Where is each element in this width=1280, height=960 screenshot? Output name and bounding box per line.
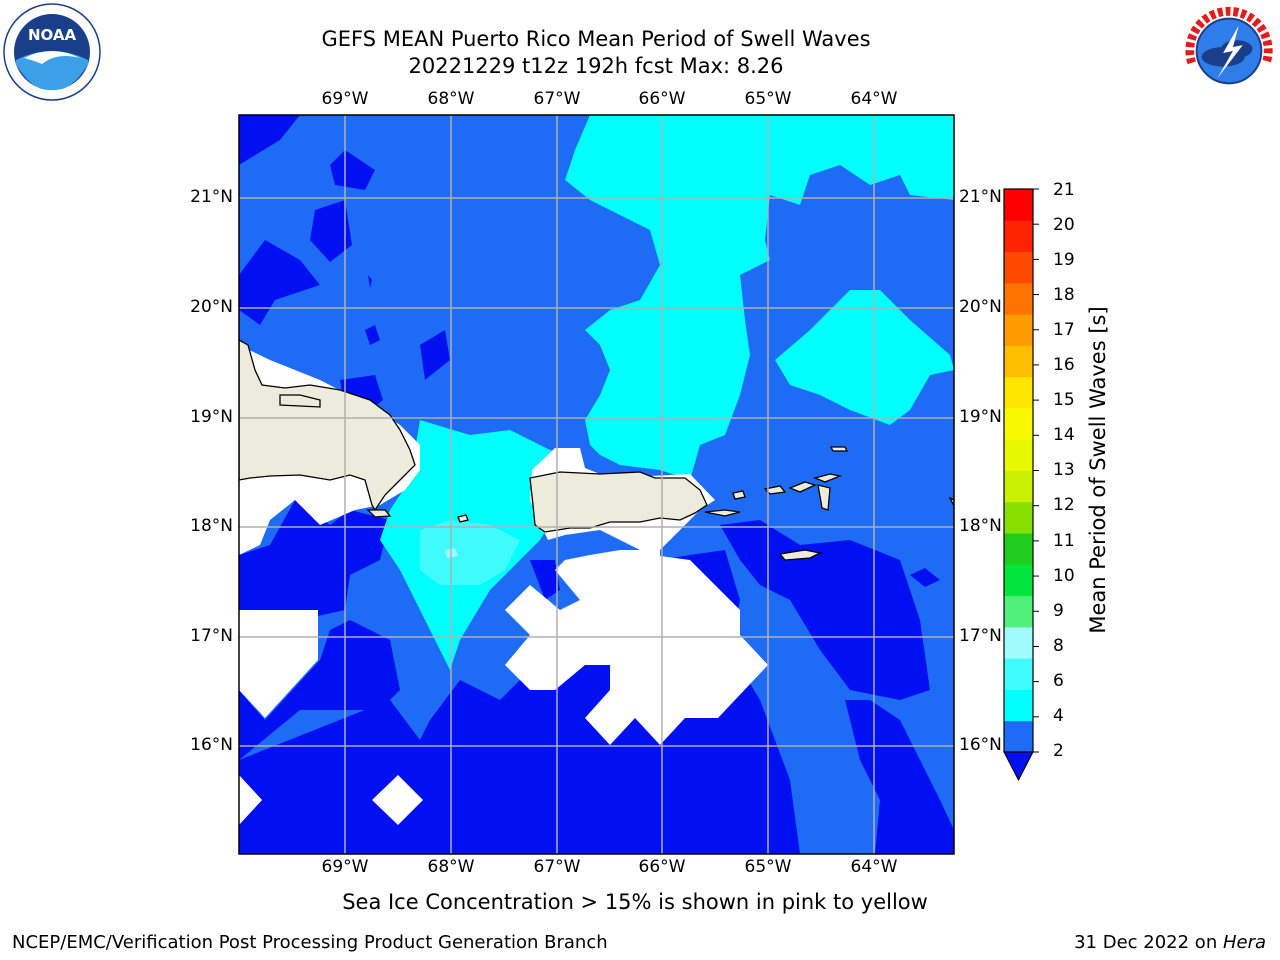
colorbar-tick: 12	[1053, 495, 1075, 515]
colorbar-tick: 21	[1053, 180, 1075, 200]
lat-label-right: 19°N	[959, 407, 1002, 427]
colorbar-segment	[1004, 658, 1033, 690]
colorbar-tick: 9	[1053, 601, 1064, 621]
lon-label-top: 65°W	[744, 89, 792, 109]
colorbar-segment	[1004, 439, 1033, 471]
map-plot-area	[239, 115, 954, 854]
colorbar-tick: 18	[1053, 285, 1075, 305]
colorbar-title: Mean Period of Swell Waves [s]	[1086, 306, 1110, 634]
colorbar-extend-arrow	[1003, 751, 1034, 782]
lon-label-bottom: 68°W	[427, 857, 475, 877]
colorbar-segment	[1004, 282, 1033, 315]
colorbar-tick: 16	[1053, 355, 1075, 375]
colorbar-tick: 6	[1053, 671, 1064, 691]
colorbar-tick: 17	[1053, 320, 1075, 340]
lat-label-left: 21°N	[190, 187, 233, 207]
footer-host: Hera	[1222, 932, 1266, 953]
lon-label-bottom: 67°W	[533, 857, 581, 877]
colorbar-segment	[1004, 595, 1033, 628]
map-subtitle: 20221229 t12z 192h fcst Max: 8.26	[408, 54, 784, 78]
lon-label-bottom: 65°W	[744, 857, 792, 877]
lat-label-right: 20°N	[959, 297, 1002, 317]
colorbar-tick: 2	[1053, 741, 1064, 761]
lon-label-bottom: 66°W	[638, 857, 686, 877]
footer-branch: NCEP/EMC/Verification Post Processing Pr…	[12, 932, 608, 953]
map-frame	[238, 114, 955, 855]
lon-label-top: 69°W	[321, 89, 369, 109]
colorbar-tick: 8	[1053, 636, 1064, 656]
colorbar-tick: 10	[1053, 566, 1075, 586]
footer-date-text: 31 Dec 2022 on	[1074, 932, 1223, 953]
lat-label-right: 18°N	[959, 516, 1002, 536]
colorbar-segment	[1004, 720, 1033, 753]
colorbar-tick: 4	[1053, 706, 1064, 726]
colorbar-tick: 14	[1053, 425, 1075, 445]
lon-label-bottom: 69°W	[321, 857, 369, 877]
colorbar-segment	[1004, 689, 1033, 722]
lat-label-left: 18°N	[190, 516, 233, 536]
colorbar-tick: 20	[1053, 215, 1075, 235]
noaa-logo-text: NOAA	[28, 26, 77, 44]
colorbar-segment	[1004, 345, 1033, 378]
colorbar-segment	[1004, 189, 1033, 221]
colorbar-segment	[1004, 564, 1033, 597]
colorbar-tick: 15	[1053, 390, 1075, 410]
lat-label-right: 17°N	[959, 626, 1002, 646]
lon-label-bottom: 64°W	[850, 857, 898, 877]
colorbar-segment	[1004, 470, 1033, 503]
map-title: GEFS MEAN Puerto Rico Mean Period of Swe…	[321, 27, 871, 51]
lat-label-left: 16°N	[190, 735, 233, 755]
lat-label-right: 21°N	[959, 187, 1002, 207]
lon-label-top: 67°W	[533, 89, 581, 109]
noaa-logo: NOAA	[3, 3, 101, 101]
nws-logo	[1181, 3, 1277, 99]
lon-label-top: 64°W	[850, 89, 898, 109]
colorbar-tick: 19	[1053, 250, 1075, 270]
colorbar-segment	[1004, 533, 1033, 565]
colorbar-segment	[1004, 626, 1033, 659]
lat-label-left: 17°N	[190, 626, 233, 646]
colorbar-segment	[1004, 501, 1033, 534]
colorbar-tick: 11	[1053, 531, 1075, 551]
lat-label-left: 19°N	[190, 407, 233, 427]
colorbar	[1003, 188, 1039, 782]
hispaniola-land	[239, 339, 416, 512]
lon-label-top: 66°W	[638, 89, 686, 109]
lat-label-right: 16°N	[959, 735, 1002, 755]
colorbar-segment	[1004, 314, 1033, 346]
lat-label-left: 20°N	[190, 297, 233, 317]
footer-date: 31 Dec 2022 on Hera	[1074, 932, 1266, 953]
colorbar-segment	[1004, 407, 1033, 440]
colorbar-segment	[1004, 376, 1033, 409]
colorbar-segment	[1004, 251, 1033, 284]
colorbar-tick: 13	[1053, 460, 1075, 480]
graticule	[239, 115, 954, 854]
sea-ice-note: Sea Ice Concentration > 15% is shown in …	[342, 890, 928, 914]
lon-label-top: 68°W	[427, 89, 475, 109]
colorbar-segment	[1004, 220, 1033, 253]
